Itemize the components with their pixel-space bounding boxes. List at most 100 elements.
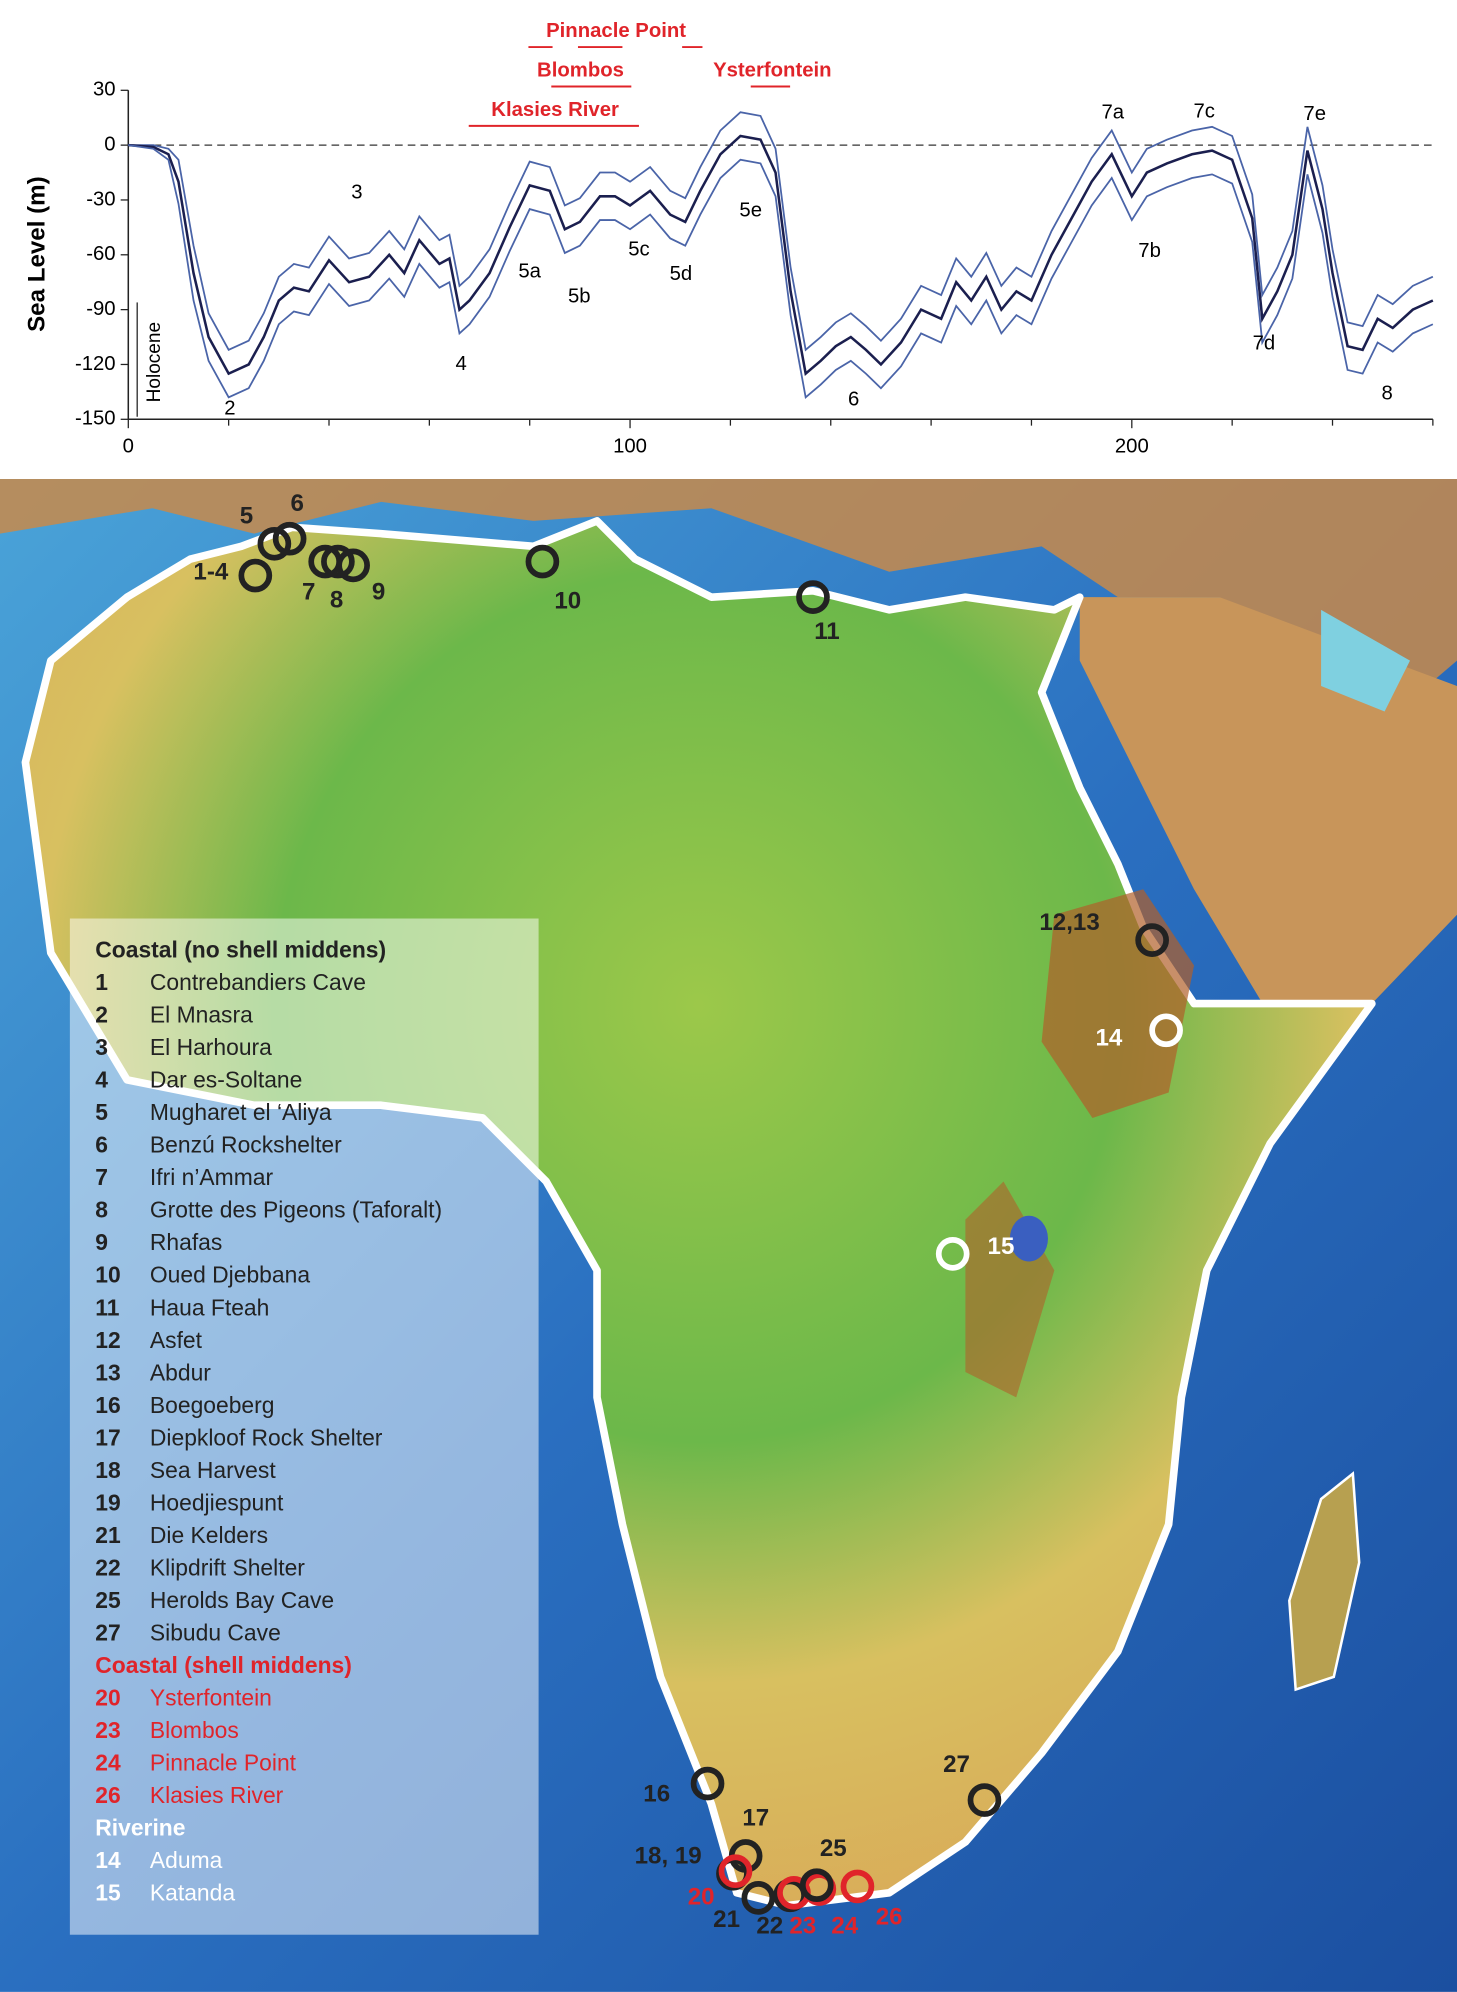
site-marker <box>690 1766 725 1801</box>
legend-number: 8 <box>95 1197 108 1223</box>
y-tick-label: -90 <box>86 298 115 320</box>
legend-site: Diepkloof Rock Shelter <box>150 1424 383 1450</box>
legend-site: Oued Djebbana <box>150 1262 310 1288</box>
site-number: 18, 19 <box>635 1843 702 1870</box>
site-number: 20 <box>688 1883 715 1910</box>
site-marker <box>967 1783 1002 1817</box>
legend-number: 12 <box>95 1327 120 1353</box>
stage-label: 5a <box>518 260 541 282</box>
legend-number: 11 <box>95 1294 119 1320</box>
legend-site: Sea Harvest <box>150 1457 276 1483</box>
legend-site: Die Kelders <box>150 1522 268 1548</box>
x-tick-label: 0 <box>123 436 134 458</box>
legend-number: 18 <box>95 1457 121 1483</box>
legend-site: Klasies River <box>150 1782 284 1808</box>
site-number: 12,13 <box>1039 909 1099 936</box>
site-number: 22 <box>756 1912 783 1939</box>
stage-label: 5c <box>628 239 649 261</box>
x-tick-label: 100 <box>613 436 647 458</box>
sea-level-line <box>128 144 1434 400</box>
legend-group-title: Coastal (no shell middens) <box>95 937 386 963</box>
legend: Coastal (no shell middens) 1 Contrebandier… <box>95 937 442 1906</box>
legend-site: Boegoeberg <box>150 1392 275 1418</box>
legend-site: Mugharet el ‘Aliya <box>150 1099 332 1125</box>
site-label: Ysterfontein <box>713 60 832 82</box>
legend-site: El Harhoura <box>150 1034 272 1060</box>
stage-label: 4 <box>455 353 466 375</box>
site-marker <box>840 1869 875 1904</box>
legend-site: Dar es-Soltane <box>150 1067 302 1093</box>
site-marker <box>525 544 560 579</box>
legend-site: Grotte des Pigeons (Taforalt) <box>150 1197 442 1223</box>
legend-number: 27 <box>95 1619 120 1645</box>
sea-level-line <box>128 134 1434 376</box>
legend-site: Ysterfontein <box>150 1685 272 1711</box>
legend-site: Hoedjiespunt <box>150 1489 284 1515</box>
stage-label: 7b <box>1138 240 1161 262</box>
legend-number: 13 <box>95 1359 120 1385</box>
legend-site: Contrebandiers Cave <box>150 969 366 995</box>
legend-number: 14 <box>95 1847 121 1873</box>
legend-number: 15 <box>95 1880 121 1906</box>
stage-label: 8 <box>1381 382 1392 404</box>
site-marker <box>718 1854 753 1889</box>
site-number: 14 <box>1096 1025 1123 1052</box>
stage-label: 5e <box>739 199 762 221</box>
stage-label: 2 <box>224 398 235 420</box>
site-marker <box>257 526 292 561</box>
legend-number: 22 <box>95 1554 120 1580</box>
legend-site: Katanda <box>150 1880 235 1906</box>
stage-label: 5b <box>568 286 591 308</box>
eurasia <box>0 479 1457 712</box>
site-number: 17 <box>742 1805 769 1832</box>
legend-number: 6 <box>95 1132 108 1158</box>
site-number: 5 <box>240 502 253 529</box>
site-number: 23 <box>789 1912 816 1939</box>
legend-group-title: Riverine <box>95 1815 185 1841</box>
legend-site: Blombos <box>150 1717 239 1743</box>
site-number: 26 <box>876 1904 903 1931</box>
site-number: 9 <box>372 579 385 606</box>
sea-level-line <box>128 111 1434 352</box>
legend-site: Asfet <box>150 1327 203 1353</box>
stage-label: 7a <box>1101 102 1124 124</box>
legend-number: 5 <box>95 1099 108 1125</box>
site-marker <box>1149 1013 1183 1048</box>
site-number: 25 <box>820 1835 847 1862</box>
legend-site: Herolds Bay Cave <box>150 1587 334 1613</box>
lake-victoria <box>1009 1215 1048 1262</box>
site-marker <box>935 1237 970 1271</box>
site-number: 7 <box>302 579 315 606</box>
site-number: 11 <box>814 618 840 645</box>
y-tick-label: -150 <box>75 408 116 430</box>
site-marker <box>321 544 355 579</box>
site-number: 21 <box>713 1906 740 1933</box>
legend-site: Rhafas <box>150 1229 222 1255</box>
legend-number: 9 <box>95 1229 108 1255</box>
legend-site: Abdur <box>150 1359 211 1385</box>
legend-number: 1 <box>95 969 108 995</box>
stage-label: 7c <box>1193 100 1214 122</box>
stage-label: 5d <box>670 263 693 285</box>
legend-number: 3 <box>95 1034 108 1060</box>
legend-number: 23 <box>95 1717 120 1743</box>
legend-number: 19 <box>95 1489 120 1515</box>
holocene-label: Holocene <box>144 322 165 402</box>
legend-number: 26 <box>95 1782 120 1808</box>
y-tick-label: -30 <box>86 188 115 210</box>
y-tick-label: 30 <box>93 79 116 101</box>
site-number: 16 <box>643 1780 670 1807</box>
site-number: 27 <box>943 1751 970 1778</box>
legend-site: Klipdrift Shelter <box>150 1554 305 1580</box>
legend-number: 20 <box>95 1685 120 1711</box>
site-number: 6 <box>291 490 304 517</box>
legend-site: Haua Fteah <box>150 1294 269 1320</box>
legend-number: 24 <box>95 1750 121 1776</box>
legend-group-title: Coastal (shell middens) <box>95 1652 352 1678</box>
legend-number: 2 <box>95 1002 108 1028</box>
legend-site: Benzú Rockshelter <box>150 1132 342 1158</box>
legend-number: 21 <box>95 1522 121 1548</box>
